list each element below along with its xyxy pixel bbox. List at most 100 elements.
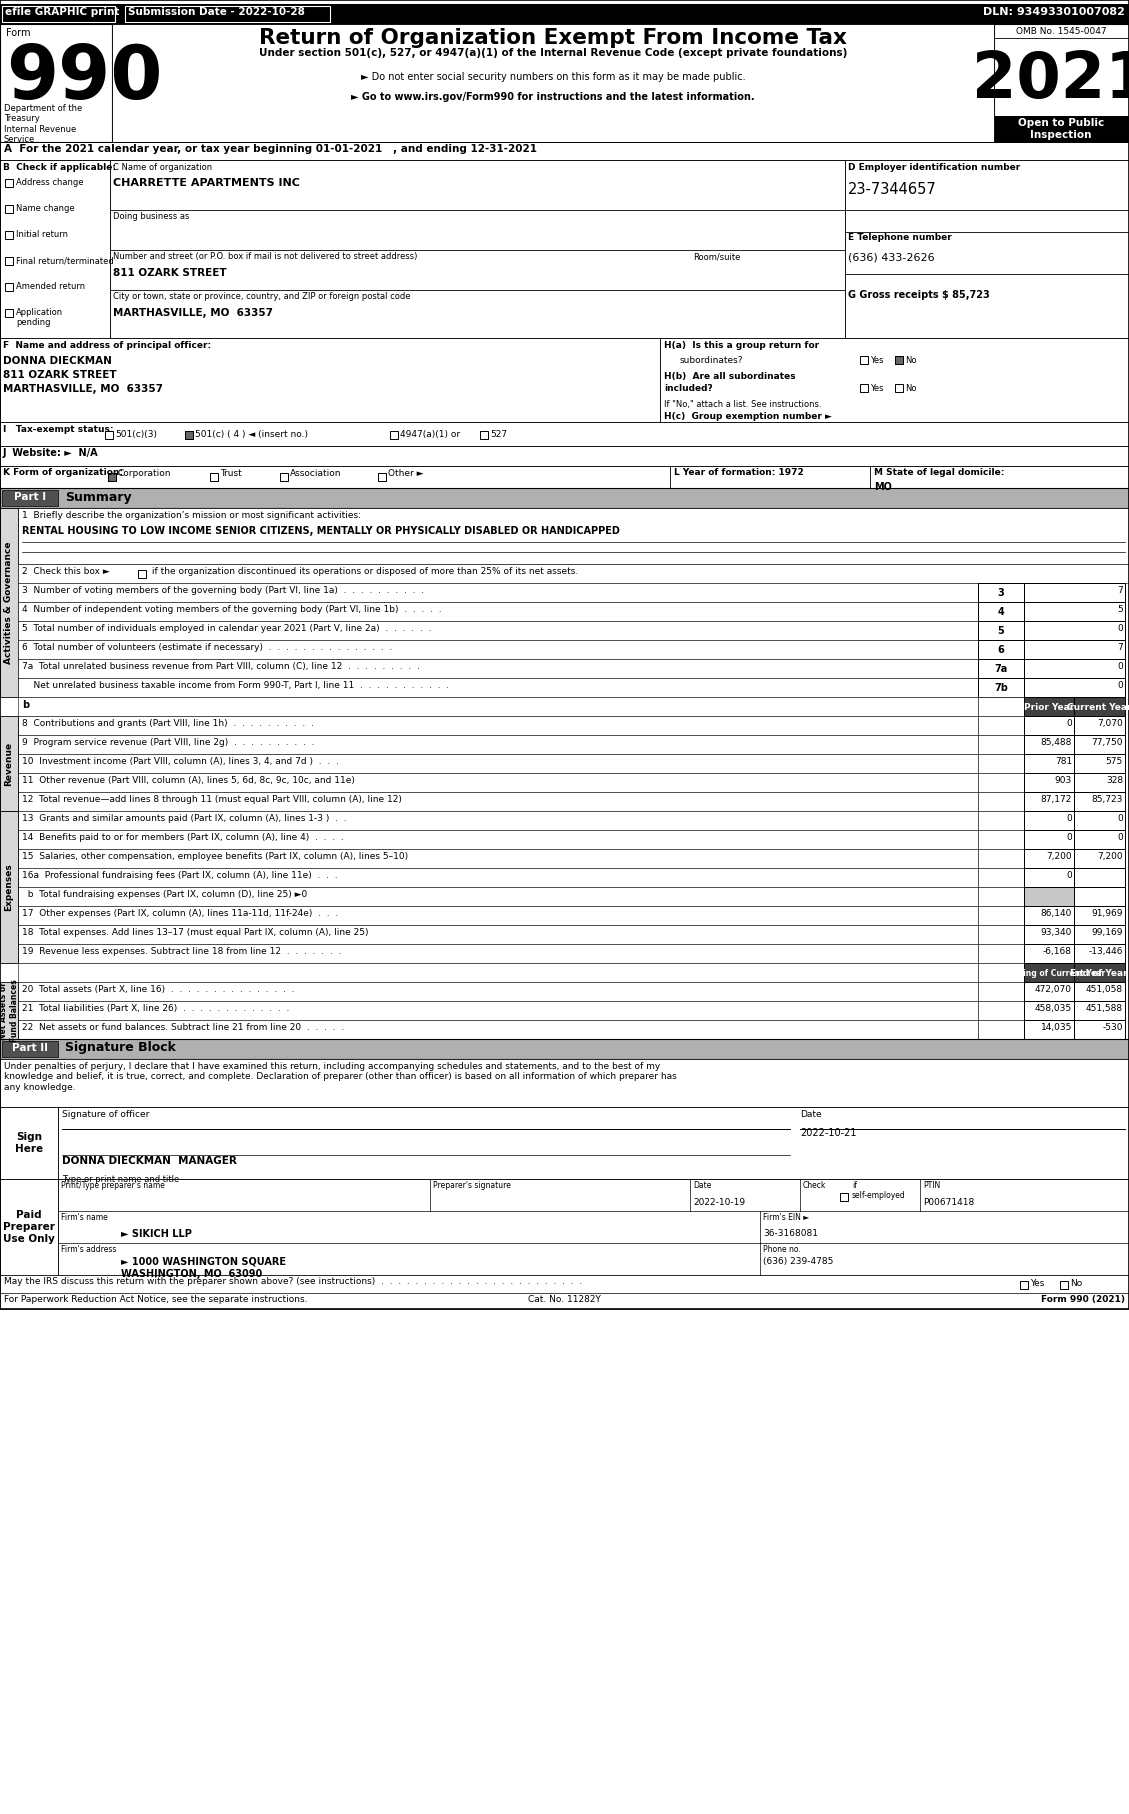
Text: 86,140: 86,140 — [1041, 909, 1073, 918]
Text: Sign
Here: Sign Here — [15, 1132, 43, 1154]
Bar — [5, 230, 14, 239]
Text: 16a  Professional fundraising fees (Part IX, column (A), line 11e)  .  .  .: 16a Professional fundraising fees (Part … — [21, 871, 338, 880]
Bar — [978, 869, 1024, 887]
Bar — [1019, 1281, 1029, 1290]
Text: 4  Number of independent voting members of the governing body (Part VI, line 1b): 4 Number of independent voting members o… — [21, 606, 441, 613]
Text: Prior Year: Prior Year — [1024, 702, 1074, 711]
Bar — [1024, 1001, 1074, 1019]
Text: H(c)  Group exemption number ►: H(c) Group exemption number ► — [664, 412, 832, 421]
Text: Activities & Governance: Activities & Governance — [5, 542, 14, 664]
Text: 990: 990 — [6, 42, 163, 114]
Text: MARTHASVILLE, MO  63357: MARTHASVILLE, MO 63357 — [113, 308, 273, 317]
Text: 0: 0 — [1118, 833, 1123, 842]
Text: 5: 5 — [998, 626, 1005, 637]
Text: I   Tax-exempt status:: I Tax-exempt status: — [3, 424, 114, 434]
Bar — [840, 1194, 848, 1201]
Bar — [18, 582, 978, 602]
Text: 903: 903 — [1054, 776, 1073, 785]
Text: 2022-10-21: 2022-10-21 — [800, 1128, 857, 1137]
Text: F  Name and address of principal officer:: F Name and address of principal officer: — [3, 341, 211, 350]
Text: Revenue: Revenue — [5, 742, 14, 785]
Bar — [18, 735, 978, 755]
Text: No: No — [905, 356, 917, 365]
Text: 19  Revenue less expenses. Subtract line 18 from line 12  .  .  .  .  .  .  .: 19 Revenue less expenses. Subtract line … — [21, 947, 341, 956]
Text: -6,168: -6,168 — [1043, 947, 1073, 956]
Bar — [0, 508, 1129, 564]
Text: Firm's address: Firm's address — [61, 1244, 116, 1253]
Bar — [1074, 831, 1124, 849]
Bar — [2, 490, 58, 506]
Text: Return of Organization Exempt From Income Tax: Return of Organization Exempt From Incom… — [259, 27, 847, 47]
Bar — [978, 678, 1024, 697]
Text: Doing business as: Doing business as — [113, 212, 190, 221]
Bar — [1074, 981, 1124, 1001]
Bar — [660, 337, 1129, 423]
Text: 4: 4 — [998, 608, 1005, 617]
Bar — [18, 1001, 978, 1019]
Bar — [978, 943, 1024, 963]
Text: Name change: Name change — [16, 203, 75, 212]
Text: 85,723: 85,723 — [1092, 795, 1123, 804]
Text: Preparer's signature: Preparer's signature — [434, 1181, 511, 1190]
Bar — [1074, 869, 1124, 887]
Text: DONNA DIECKMAN: DONNA DIECKMAN — [3, 356, 112, 366]
Bar — [18, 697, 978, 717]
Text: H(b)  Are all subordinates: H(b) Are all subordinates — [664, 372, 796, 381]
Bar — [1074, 735, 1124, 755]
Text: 17  Other expenses (Part IX, column (A), lines 11a-11d, 11f-24e)  .  .  .: 17 Other expenses (Part IX, column (A), … — [21, 909, 339, 918]
Bar — [0, 24, 1129, 141]
Bar — [5, 205, 14, 212]
Bar — [0, 141, 1129, 160]
Text: 5: 5 — [1118, 606, 1123, 613]
Text: ► Do not enter social security numbers on this form as it may be made public.: ► Do not enter social security numbers o… — [360, 73, 745, 82]
Text: -530: -530 — [1103, 1023, 1123, 1032]
Bar — [18, 925, 978, 943]
Bar — [1024, 735, 1074, 755]
Text: E Telephone number: E Telephone number — [848, 232, 952, 241]
Text: Part I: Part I — [14, 492, 46, 502]
Text: 18  Total expenses. Add lines 13–17 (must equal Part IX, column (A), line 25): 18 Total expenses. Add lines 13–17 (must… — [21, 929, 368, 938]
Bar — [480, 432, 488, 439]
Text: Other ►: Other ► — [388, 470, 423, 479]
Text: 458,035: 458,035 — [1035, 1003, 1073, 1012]
Text: 811 OZARK STREET: 811 OZARK STREET — [3, 370, 116, 379]
Text: G Gross receipts $ 85,723: G Gross receipts $ 85,723 — [848, 290, 990, 299]
Text: DLN: 93493301007082: DLN: 93493301007082 — [983, 7, 1124, 16]
Text: ► Go to www.irs.gov/Form990 for instructions and the latest information.: ► Go to www.irs.gov/Form990 for instruct… — [351, 93, 755, 102]
Bar — [895, 356, 903, 365]
Bar — [18, 755, 978, 773]
Bar — [0, 423, 1129, 446]
Text: Application
pending: Application pending — [16, 308, 63, 327]
Text: 0: 0 — [1066, 814, 1073, 824]
Text: 12  Total revenue—add lines 8 through 11 (must equal Part VIII, column (A), line: 12 Total revenue—add lines 8 through 11 … — [21, 795, 402, 804]
Text: b: b — [21, 700, 29, 709]
Text: End of Year: End of Year — [1070, 969, 1128, 978]
Bar — [1074, 905, 1124, 925]
Bar — [18, 963, 978, 981]
Bar — [5, 308, 14, 317]
Bar — [58, 1179, 1129, 1275]
Bar — [105, 432, 113, 439]
Text: 20  Total assets (Part X, line 16)  .  .  .  .  .  .  .  .  .  .  .  .  .  .  .: 20 Total assets (Part X, line 16) . . . … — [21, 985, 295, 994]
Bar — [1024, 717, 1074, 735]
Bar — [978, 773, 1024, 793]
Bar — [0, 160, 110, 337]
Bar — [1074, 943, 1124, 963]
Bar — [0, 446, 1129, 466]
Text: if
self-employed: if self-employed — [852, 1181, 905, 1201]
Text: 7b: 7b — [994, 684, 1008, 693]
Bar — [1074, 793, 1124, 811]
Bar — [978, 717, 1024, 735]
Bar — [112, 24, 994, 141]
Text: 0: 0 — [1066, 718, 1073, 727]
Bar — [18, 564, 1129, 582]
Text: if the organization discontinued its operations or disposed of more than 25% of : if the organization discontinued its ope… — [149, 568, 578, 577]
Bar — [1024, 905, 1074, 925]
Text: 7,070: 7,070 — [1097, 718, 1123, 727]
Text: Cat. No. 11282Y: Cat. No. 11282Y — [527, 1295, 601, 1304]
Bar — [110, 160, 844, 337]
Bar — [18, 905, 978, 925]
Bar — [18, 717, 978, 735]
Text: 501(c) ( 4 ) ◄ (insert no.): 501(c) ( 4 ) ◄ (insert no.) — [195, 430, 308, 439]
Text: Submission Date - 2022-10-28: Submission Date - 2022-10-28 — [128, 7, 305, 16]
